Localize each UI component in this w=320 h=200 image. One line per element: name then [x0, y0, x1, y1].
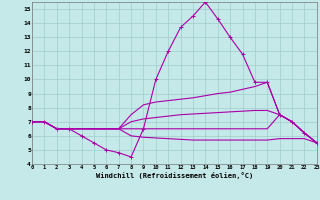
X-axis label: Windchill (Refroidissement éolien,°C): Windchill (Refroidissement éolien,°C): [96, 172, 253, 179]
